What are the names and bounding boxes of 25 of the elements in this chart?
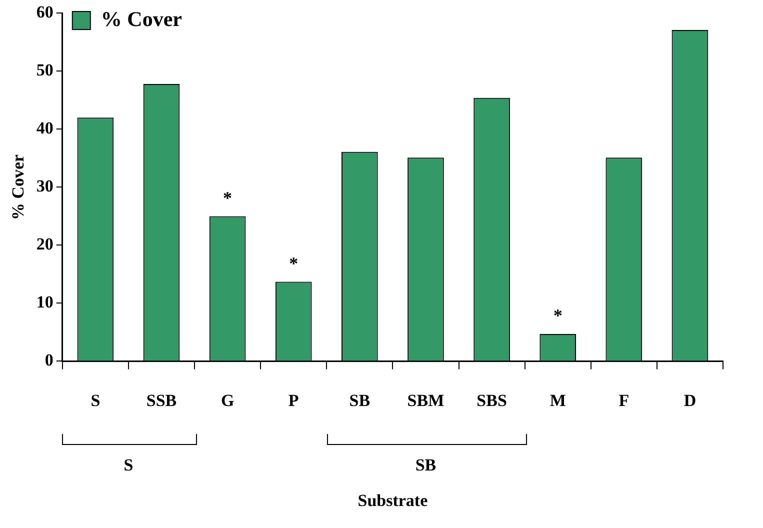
y-tick-label: 60 xyxy=(36,2,54,22)
y-tick-label: 30 xyxy=(36,176,54,196)
x-tick-label: SBM xyxy=(407,390,444,410)
x-tick-label: G xyxy=(220,390,234,410)
y-axis-title: % Cover xyxy=(8,154,28,220)
legend-label: % Cover xyxy=(100,6,182,31)
text: S xyxy=(124,455,134,474)
text: SB xyxy=(415,455,436,474)
annotation: * xyxy=(553,306,562,326)
x-tick-label: SSB xyxy=(146,390,177,410)
annotation: * xyxy=(289,253,298,274)
y-tick-label: 50 xyxy=(36,60,54,80)
x-axis-title: Substrate xyxy=(358,491,428,510)
x-tick-label: M xyxy=(550,390,566,410)
x-tick-label: F xyxy=(618,390,630,410)
y-tick-label: 10 xyxy=(36,292,54,312)
annotation: * xyxy=(223,188,232,208)
y-tick-label: 40 xyxy=(36,118,54,138)
x-tick-label: P xyxy=(288,390,299,410)
x-tick-label: SBS xyxy=(476,390,507,410)
y-tick-label: 0 xyxy=(44,350,54,370)
y-tick-label: 20 xyxy=(36,234,54,254)
x-tick-label: S xyxy=(90,390,100,410)
x-tick-label: D xyxy=(684,390,696,410)
x-tick-label: SB xyxy=(349,390,370,410)
